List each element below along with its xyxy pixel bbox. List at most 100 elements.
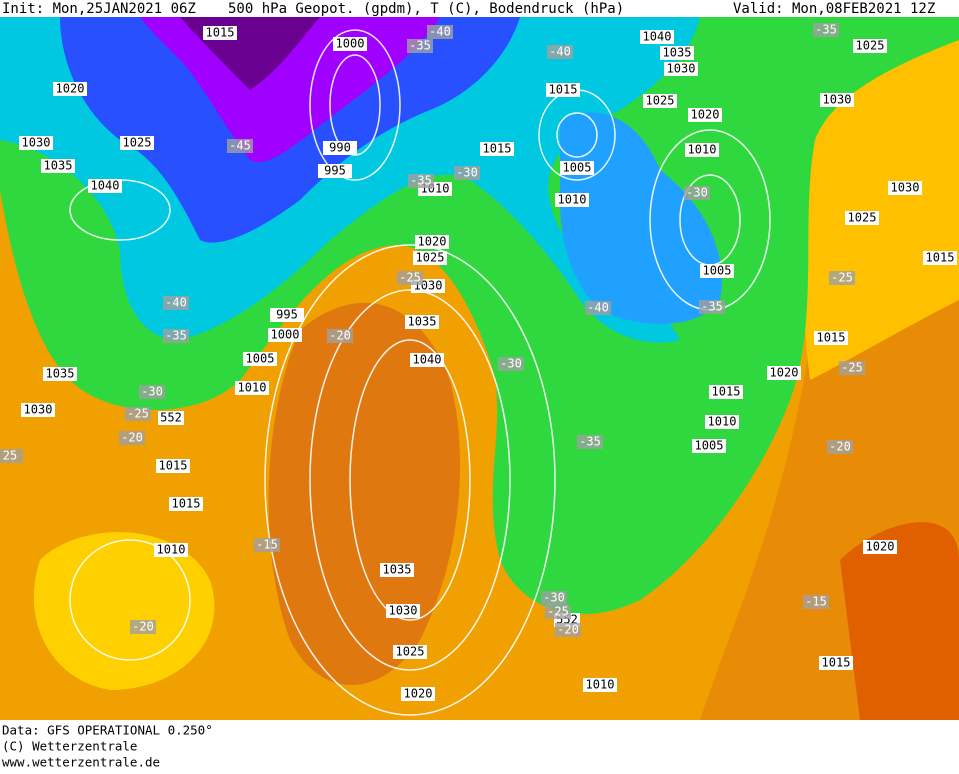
temperature-label-box — [0, 449, 23, 463]
temperature-label: -30 — [141, 385, 163, 399]
temperature-label-box — [119, 431, 145, 445]
temperature-label-box — [397, 271, 423, 285]
isobar-label-box — [685, 143, 719, 157]
footer-bar — [0, 720, 959, 770]
isobar-label: 1010 — [558, 193, 587, 207]
temperature-label: -25 — [547, 605, 569, 619]
isobar-label-box — [270, 308, 304, 322]
isobar-label-box — [169, 497, 203, 511]
isobar-label-box — [819, 656, 853, 670]
isobar-label: 1005 — [703, 264, 732, 278]
isobar-label: 1000 — [271, 328, 300, 342]
temperature-label-box — [827, 440, 853, 454]
isobar-label-box — [243, 352, 277, 366]
temperature-label-box — [454, 166, 480, 180]
isobar-label-box — [268, 328, 302, 342]
isobar-label-box — [235, 381, 269, 395]
isobar-label: 1010 — [586, 678, 615, 692]
isobar-label-box — [88, 179, 122, 193]
temperature-label: -15 — [256, 538, 278, 552]
isobar-label: 1030 — [891, 181, 920, 195]
isobar-label: 1005 — [246, 352, 275, 366]
isobar-label: 1020 — [56, 82, 85, 96]
isobar-label: 1015 — [483, 142, 512, 156]
isobar-label: 1005 — [695, 439, 724, 453]
isobar-label-box — [640, 30, 674, 44]
footer-copyright: (C) Wetterzentrale — [2, 739, 137, 754]
header-bar — [0, 0, 959, 17]
temperature-label-box — [813, 23, 839, 37]
temperature-label-box — [407, 39, 433, 53]
temperature-label-box — [803, 595, 829, 609]
isobar-label: 1030 — [667, 62, 696, 76]
temperature-label: -20 — [329, 329, 351, 343]
isobar-label-box — [700, 264, 734, 278]
isobar-label: 1030 — [22, 136, 51, 150]
isobar-label-box — [53, 82, 87, 96]
isobar-label-box — [393, 645, 427, 659]
isobar-label: 1035 — [663, 46, 692, 60]
isobar-label: 1010 — [157, 543, 186, 557]
isobar-label: 1015 — [926, 251, 955, 265]
isobar-label: 1035 — [46, 367, 75, 381]
isobar-label-box — [19, 136, 53, 150]
isobar-label: 1030 — [389, 604, 418, 618]
temperature-label-box — [684, 186, 710, 200]
isobar-label-box — [480, 142, 514, 156]
temperature-label: -25 — [841, 361, 863, 375]
temperature-label: -20 — [829, 440, 851, 454]
isobar-label-box — [21, 403, 55, 417]
isobar-label: 1015 — [822, 656, 851, 670]
isobar-label: 1025 — [416, 251, 445, 265]
isobar-label-box — [410, 353, 444, 367]
init-time: Init: Mon,25JAN2021 06Z — [2, 1, 196, 17]
isobar-label-box — [323, 141, 357, 155]
temperature-label: -30 — [500, 357, 522, 371]
temperature-label: -25 — [831, 271, 853, 285]
isobar-label-box — [43, 367, 77, 381]
temperature-label: -35 — [815, 23, 837, 37]
isobar-label: 1025 — [848, 211, 877, 225]
temperature-label-box — [839, 361, 865, 375]
temperature-label: -25 — [127, 407, 149, 421]
isobar-label-box — [546, 83, 580, 97]
isobar-label: 1030 — [823, 93, 852, 107]
isobar-label: 1015 — [172, 497, 201, 511]
isobar-label: 1020 — [866, 540, 895, 554]
temperature-label-box — [829, 271, 855, 285]
isobar-label-box — [401, 687, 435, 701]
temperature-label: 25 — [3, 449, 17, 463]
temperature-label-box — [163, 296, 189, 310]
isobar-label: 1020 — [691, 108, 720, 122]
isobar-label-box — [845, 211, 879, 225]
temperature-label: -30 — [456, 166, 478, 180]
isobar-label: 1005 — [563, 161, 592, 175]
isobar-label: 1025 — [123, 136, 152, 150]
temperature-label-box — [227, 139, 253, 153]
temperature-label-box — [545, 605, 571, 619]
temperature-label: -40 — [429, 25, 451, 39]
temperature-label-box — [139, 385, 165, 399]
isobar-label-box — [863, 540, 897, 554]
isobar-label-box — [923, 251, 957, 265]
temperature-label: -20 — [132, 620, 154, 634]
footer-data: Data: GFS OPERATIONAL 0.250° — [2, 723, 213, 738]
temperature-label: -35 — [579, 435, 601, 449]
isobar-label: 1010 — [708, 415, 737, 429]
isobar-label-box — [814, 331, 848, 345]
temperature-label-box — [555, 623, 581, 637]
isobar-label: 1020 — [404, 687, 433, 701]
isobar-label-box — [888, 181, 922, 195]
temperature-label-box — [408, 174, 434, 188]
isobar-label-box — [664, 62, 698, 76]
isobar-label-box — [203, 26, 237, 40]
temperature-label: -35 — [409, 39, 431, 53]
temperature-label-box — [125, 407, 151, 421]
temperature-label: -40 — [165, 296, 187, 310]
temperature-label: -40 — [549, 45, 571, 59]
isobar-label: 1015 — [549, 83, 578, 97]
thickness-label: 552 — [160, 411, 182, 425]
temperature-label: -25 — [399, 271, 421, 285]
isobar-label: 990 — [329, 141, 351, 155]
